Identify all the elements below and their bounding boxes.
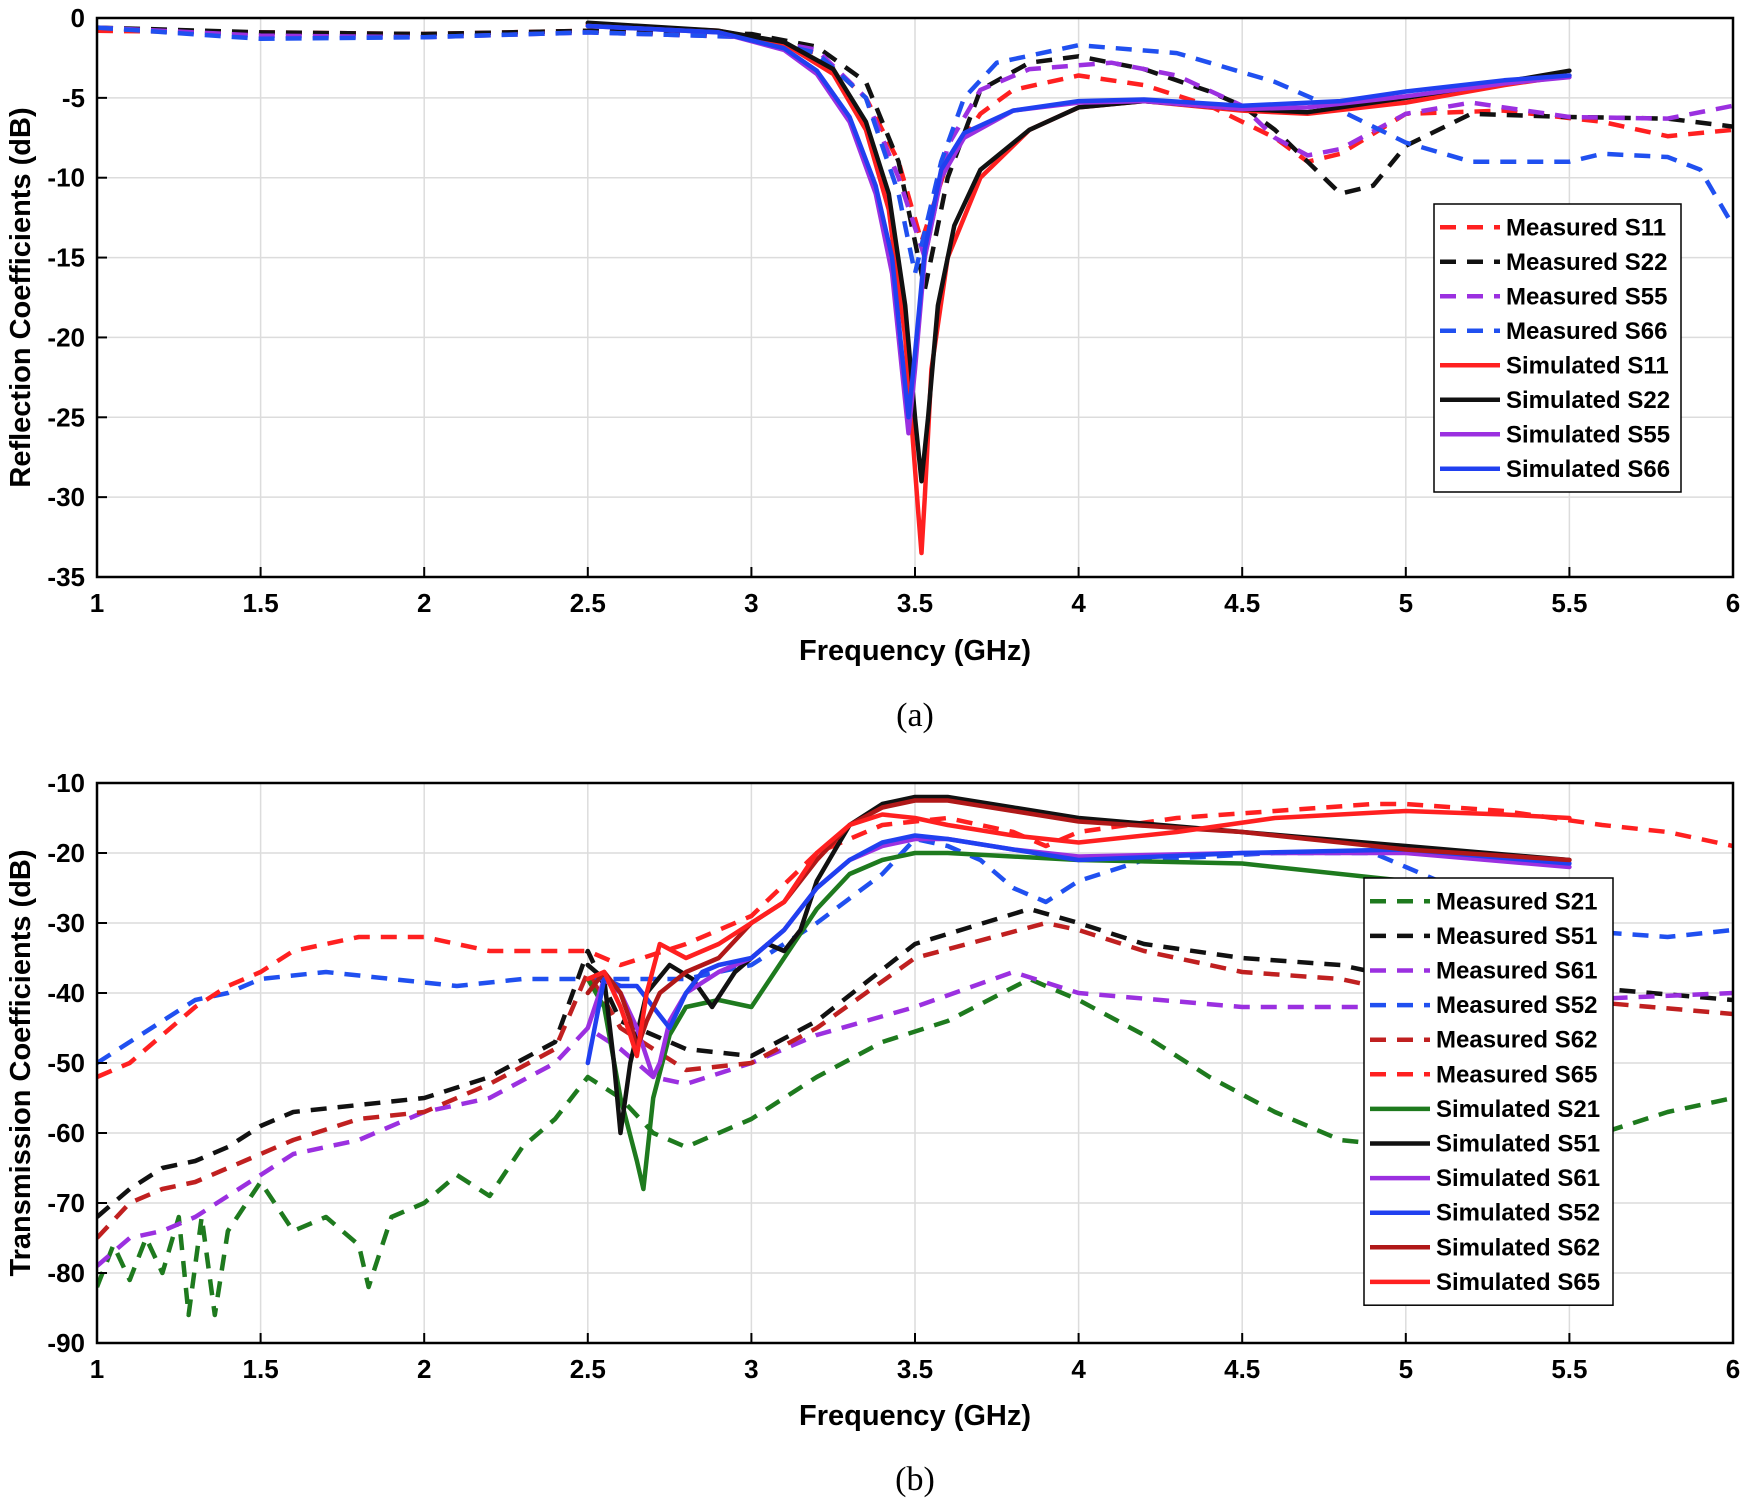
- series-line-measured-s22: [97, 25, 1733, 292]
- series-group: [97, 794, 1733, 1318]
- panel-a: 1 1.5 2 2.5 3 3.5 4 4.5 5 5.5 6 0 -5 -10 -15 -20 -25 -30 -…: [5, 3, 1740, 734]
- legend-label: Simulated S61: [1436, 1165, 1600, 1192]
- y-tick-label: -50: [47, 1048, 85, 1078]
- x-tick-label: 4: [1071, 1354, 1086, 1384]
- y-tick-label: -10: [47, 768, 85, 798]
- x-tick-label: 2: [417, 1354, 431, 1384]
- x-tick-label: 2: [417, 588, 431, 618]
- x-axis-label: Frequency (GHz): [799, 635, 1031, 667]
- legend-label: Simulated S51: [1436, 1131, 1600, 1158]
- series-line-simulated-s65: [585, 808, 1572, 1059]
- series-line-simulated-s66: [585, 23, 1572, 420]
- legend-label: Simulated S66: [1506, 456, 1670, 483]
- legend-label: Measured S51: [1436, 923, 1597, 950]
- legend-box: [1433, 203, 1682, 493]
- x-tick-label: 1: [90, 588, 104, 618]
- panel-b: 1 1.5 2 2.5 3 3.5 4 4.5 5 5.5 6 -10 -20 -30 -40 -50 -60 -…: [5, 768, 1740, 1498]
- legend-label: Simulated S21: [1436, 1096, 1600, 1123]
- x-tick-label: 3.5: [897, 588, 933, 618]
- legend-label: Measured S65: [1436, 1061, 1597, 1088]
- y-tick-label: -80: [47, 1258, 85, 1288]
- series-line-measured-s61: [97, 969, 1733, 1268]
- x-tick-label: 2.5: [570, 1354, 606, 1384]
- legend-label: Measured S55: [1506, 283, 1667, 310]
- y-tick-label: -5: [62, 83, 85, 113]
- y-tick-label: -20: [47, 322, 85, 352]
- legend-label: Measured S11: [1506, 214, 1666, 241]
- series-line-simulated-s22: [585, 20, 1572, 484]
- legend-label: Measured S66: [1506, 318, 1667, 345]
- y-axis-label: Transmission Coefficients (dB): [5, 849, 37, 1276]
- legend-label: Measured S62: [1436, 1027, 1597, 1054]
- x-tick-label: 3.5: [897, 1354, 933, 1384]
- x-tick-label: 2.5: [570, 588, 606, 618]
- legend-label: Simulated S55: [1506, 421, 1670, 448]
- series-line-measured-s65: [97, 801, 1733, 1080]
- y-tick-label: -25: [47, 402, 85, 432]
- x-tick-label: 1.5: [243, 1354, 279, 1384]
- y-tick-label: -30: [47, 482, 85, 512]
- x-tick-label: 5: [1399, 588, 1413, 618]
- series-line-measured-s62: [97, 920, 1733, 1240]
- legend: Measured S21 Measured S51 Measured S61 Meas…: [1363, 877, 1614, 1306]
- legend-label: Simulated S11: [1506, 352, 1669, 379]
- y-tick-label: -90: [47, 1328, 85, 1358]
- legend-label: Simulated S22: [1506, 387, 1670, 414]
- legend-label: Simulated S65: [1436, 1269, 1600, 1296]
- y-tick-label: -40: [47, 978, 85, 1008]
- y-tick-label: -10: [47, 163, 85, 193]
- series-line-measured-s21: [97, 976, 1733, 1318]
- series-line-simulated-s52: [585, 833, 1572, 1066]
- legend-box: [1363, 877, 1614, 1306]
- x-tick-label: 6: [1726, 588, 1740, 618]
- x-tick-label: 3: [744, 588, 758, 618]
- x-tick-label: 1.5: [243, 588, 279, 618]
- y-tick-label: -15: [47, 243, 85, 273]
- x-tick-label: 4.5: [1224, 588, 1260, 618]
- y-tick-label: 0: [71, 3, 85, 33]
- series-group: [97, 20, 1733, 556]
- x-tick-label: 1: [90, 1354, 104, 1384]
- y-axis-label: Reflection Coefficients (dB): [5, 107, 37, 487]
- x-tick-label: 4: [1071, 588, 1086, 618]
- x-tick-label: 5.5: [1551, 588, 1587, 618]
- series-line-measured-s52: [97, 836, 1733, 1065]
- y-tick-label: -30: [47, 908, 85, 938]
- legend-label: Measured S61: [1436, 958, 1597, 985]
- y-tick-label: -35: [47, 562, 85, 592]
- legend-label: Measured S52: [1436, 992, 1597, 1019]
- series-line-measured-s66: [97, 25, 1733, 276]
- x-tick-label: 3: [744, 1354, 758, 1384]
- series-line-simulated-s21: [585, 850, 1441, 1192]
- y-tick-label: -20: [47, 838, 85, 868]
- x-tick-label: 6: [1726, 1354, 1740, 1384]
- y-tick-label: -60: [47, 1118, 85, 1148]
- figure-caption: (b): [895, 1461, 935, 1498]
- legend-label: Measured S22: [1506, 249, 1667, 276]
- legend-label: Simulated S62: [1436, 1234, 1600, 1261]
- figure-caption: (a): [896, 697, 934, 734]
- x-tick-label: 4.5: [1224, 1354, 1260, 1384]
- x-tick-label: 5.5: [1551, 1354, 1587, 1384]
- x-axis-label: Frequency (GHz): [799, 1400, 1031, 1432]
- legend-label: Measured S21: [1436, 888, 1597, 915]
- legend-label: Simulated S52: [1436, 1200, 1600, 1227]
- series-line-simulated-s51: [585, 794, 1572, 1136]
- legend: Measured S11 Measured S22 Measured S55 Meas…: [1433, 203, 1682, 493]
- y-tick-label: -70: [47, 1188, 85, 1218]
- x-tick-label: 5: [1399, 1354, 1413, 1384]
